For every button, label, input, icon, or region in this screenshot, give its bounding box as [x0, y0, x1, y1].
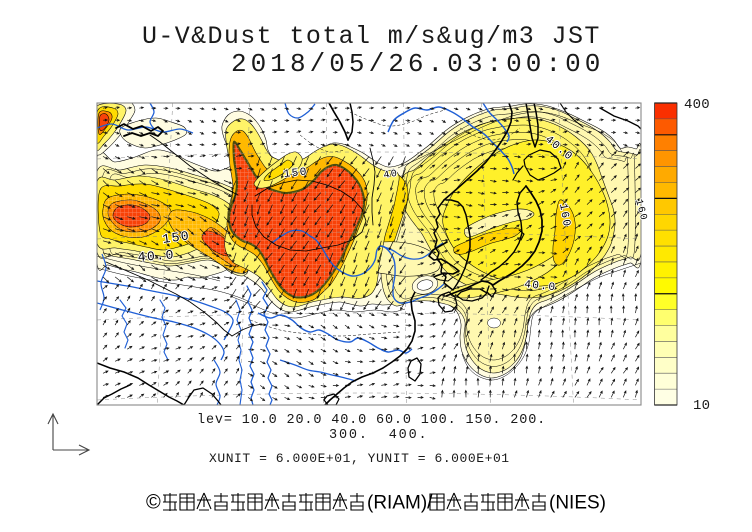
svg-text:XUNIT = 6.000E+01, YUNIT = 6.0: XUNIT = 6.000E+01, YUNIT = 6.000E+01: [209, 451, 510, 466]
svg-text:©: ©: [146, 492, 161, 514]
svg-text:(RIAM)/: (RIAM)/: [367, 493, 433, 514]
svg-text:40.0: 40.0: [524, 279, 557, 294]
svg-text:150: 150: [161, 228, 191, 247]
svg-text:150: 150: [283, 167, 308, 181]
svg-text:40: 40: [383, 168, 400, 181]
svg-text:400: 400: [684, 97, 710, 113]
svg-text:2018/05/26.03:00:00: 2018/05/26.03:00:00: [231, 49, 604, 79]
svg-text:U-V&Dust total m/s&ug/m3 JST: U-V&Dust total m/s&ug/m3 JST: [142, 22, 601, 51]
svg-text:300. 400.: 300. 400.: [329, 428, 429, 443]
svg-text:160: 160: [556, 203, 572, 229]
svg-text:lev= 10.0 20.0 40.0 60.0 100.: lev= 10.0 20.0 40.0 60.0 100. 150. 200.: [197, 413, 546, 428]
svg-text:10: 10: [693, 398, 710, 414]
svg-text:(NIES): (NIES): [549, 493, 606, 514]
svg-text:40.0: 40.0: [137, 247, 175, 265]
